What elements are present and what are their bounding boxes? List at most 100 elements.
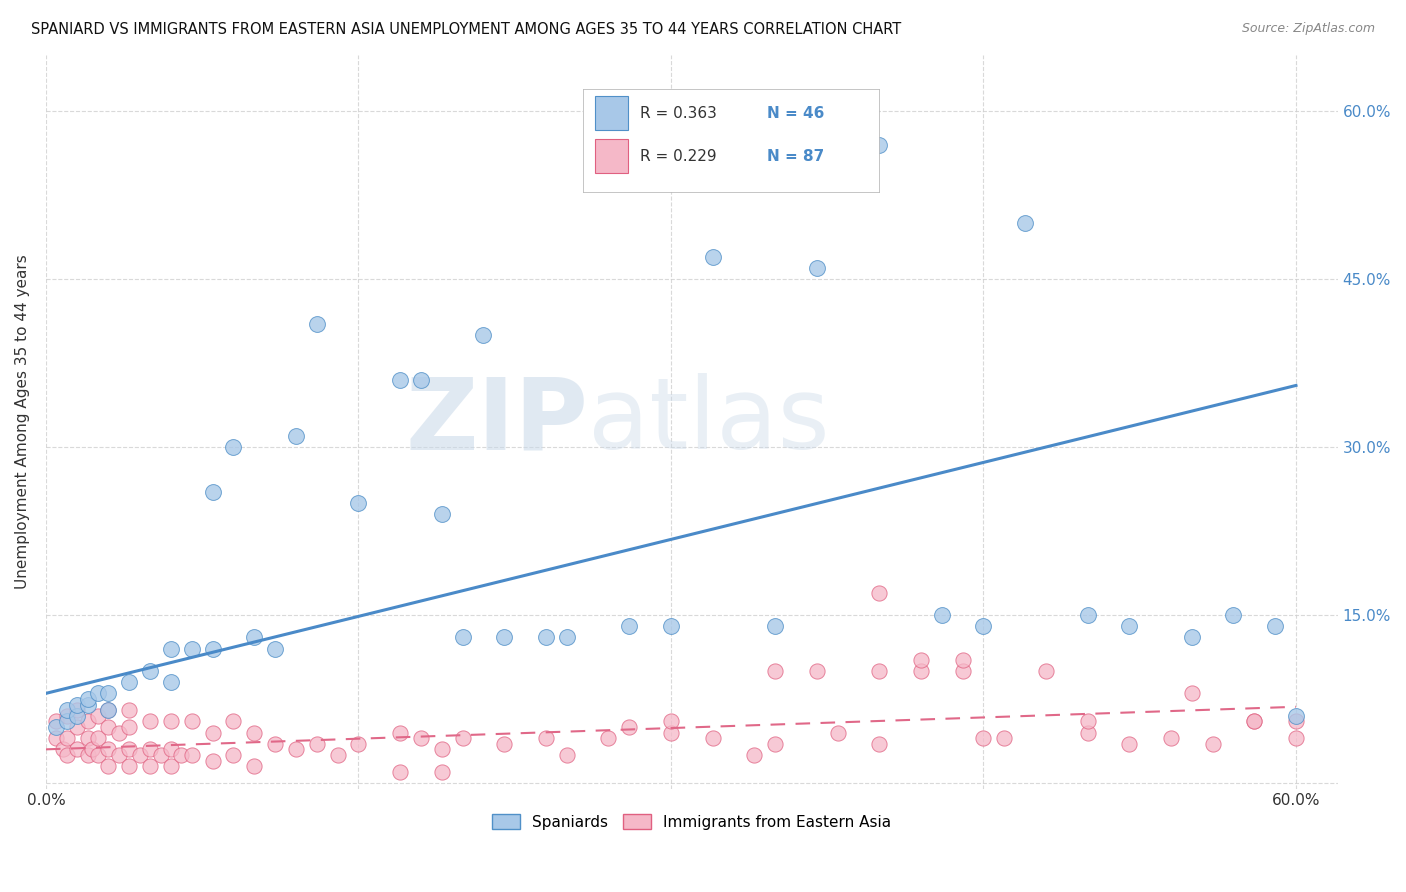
Point bbox=[87, 747, 110, 762]
Point bbox=[534, 731, 557, 746]
Point bbox=[1014, 216, 1036, 230]
Point bbox=[180, 747, 202, 762]
Point bbox=[285, 429, 308, 443]
Text: N = 46: N = 46 bbox=[766, 106, 824, 120]
Point bbox=[139, 714, 162, 729]
Point bbox=[243, 631, 266, 645]
Text: SPANIARD VS IMMIGRANTS FROM EASTERN ASIA UNEMPLOYMENT AMONG AGES 35 TO 44 YEARS : SPANIARD VS IMMIGRANTS FROM EASTERN ASIA… bbox=[31, 22, 901, 37]
Point bbox=[534, 631, 557, 645]
Point bbox=[1077, 725, 1099, 739]
Point bbox=[139, 742, 162, 756]
Point bbox=[1035, 664, 1057, 678]
Point bbox=[222, 747, 245, 762]
Point bbox=[97, 720, 120, 734]
Point bbox=[201, 754, 224, 768]
Point bbox=[56, 708, 79, 723]
Point bbox=[118, 759, 141, 773]
Point bbox=[868, 585, 890, 599]
Point bbox=[97, 686, 120, 700]
Point bbox=[555, 631, 578, 645]
Point bbox=[56, 703, 79, 717]
Text: R = 0.229: R = 0.229 bbox=[640, 149, 716, 164]
Point bbox=[87, 731, 110, 746]
Point bbox=[555, 747, 578, 762]
Point bbox=[827, 725, 849, 739]
Point bbox=[160, 641, 183, 656]
Point bbox=[87, 708, 110, 723]
Point bbox=[1285, 731, 1308, 746]
Point bbox=[108, 725, 131, 739]
Point bbox=[1118, 737, 1140, 751]
Legend: Spaniards, Immigrants from Eastern Asia: Spaniards, Immigrants from Eastern Asia bbox=[486, 808, 897, 836]
Point bbox=[806, 664, 828, 678]
Point bbox=[619, 619, 641, 633]
Point bbox=[347, 496, 370, 510]
Point bbox=[952, 664, 974, 678]
Point bbox=[97, 742, 120, 756]
Point bbox=[1077, 714, 1099, 729]
Point bbox=[45, 714, 67, 729]
Point bbox=[264, 641, 287, 656]
Point bbox=[389, 764, 412, 779]
Point bbox=[763, 619, 786, 633]
Point bbox=[56, 747, 79, 762]
Point bbox=[868, 737, 890, 751]
Point bbox=[66, 698, 89, 712]
Point bbox=[97, 703, 120, 717]
Point bbox=[56, 731, 79, 746]
Point bbox=[201, 641, 224, 656]
Text: Source: ZipAtlas.com: Source: ZipAtlas.com bbox=[1241, 22, 1375, 36]
Point bbox=[1181, 686, 1204, 700]
Point bbox=[76, 731, 98, 746]
Point bbox=[326, 747, 349, 762]
Point bbox=[149, 747, 172, 762]
Y-axis label: Unemployment Among Ages 35 to 44 years: Unemployment Among Ages 35 to 44 years bbox=[15, 254, 30, 590]
Point bbox=[160, 675, 183, 690]
Point bbox=[659, 619, 682, 633]
Point bbox=[139, 664, 162, 678]
Point bbox=[430, 764, 453, 779]
Point bbox=[1118, 619, 1140, 633]
Point bbox=[868, 664, 890, 678]
Point bbox=[118, 675, 141, 690]
Point bbox=[56, 714, 79, 729]
Point bbox=[702, 731, 724, 746]
Point bbox=[451, 731, 474, 746]
Point bbox=[66, 720, 89, 734]
Point bbox=[409, 731, 432, 746]
Text: R = 0.363: R = 0.363 bbox=[640, 106, 717, 120]
Point bbox=[97, 703, 120, 717]
Text: ZIP: ZIP bbox=[405, 374, 589, 470]
Point bbox=[1201, 737, 1223, 751]
Point bbox=[868, 137, 890, 152]
Point bbox=[931, 607, 953, 622]
Point bbox=[494, 631, 516, 645]
Point bbox=[430, 742, 453, 756]
Point bbox=[76, 747, 98, 762]
Point bbox=[389, 725, 412, 739]
Point bbox=[910, 664, 932, 678]
Point bbox=[993, 731, 1015, 746]
Point bbox=[806, 260, 828, 275]
Point bbox=[160, 759, 183, 773]
Point bbox=[180, 641, 202, 656]
Point bbox=[763, 737, 786, 751]
Point bbox=[243, 725, 266, 739]
Point bbox=[52, 742, 75, 756]
Point bbox=[494, 737, 516, 751]
Point bbox=[80, 742, 103, 756]
Point bbox=[243, 759, 266, 773]
Point bbox=[1222, 607, 1244, 622]
Point bbox=[659, 714, 682, 729]
Point bbox=[160, 742, 183, 756]
Point bbox=[1285, 714, 1308, 729]
Point bbox=[1243, 714, 1265, 729]
Point bbox=[45, 720, 67, 734]
Point bbox=[66, 708, 89, 723]
Point bbox=[659, 725, 682, 739]
Point bbox=[910, 653, 932, 667]
Point bbox=[76, 714, 98, 729]
Point bbox=[347, 737, 370, 751]
Point bbox=[170, 747, 193, 762]
Point bbox=[128, 747, 150, 762]
